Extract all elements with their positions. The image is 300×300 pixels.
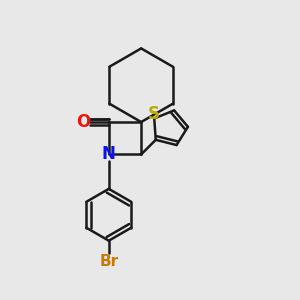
Text: O: O	[76, 113, 90, 131]
Text: S: S	[148, 105, 160, 123]
Text: Br: Br	[99, 254, 118, 269]
Text: N: N	[101, 146, 115, 164]
